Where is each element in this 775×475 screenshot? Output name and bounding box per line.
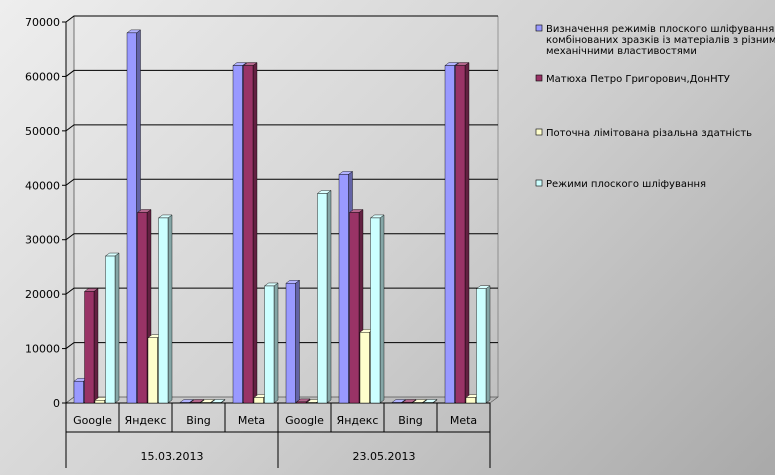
gridline xyxy=(65,178,498,186)
x-tick-label: Meta xyxy=(450,414,477,427)
bar xyxy=(401,399,417,404)
legend-label: Визначення режимів плоского шліфування xyxy=(546,23,774,35)
x-tick-label: Meta xyxy=(238,414,265,427)
bar-front xyxy=(264,285,275,404)
bar-side xyxy=(295,279,300,404)
bar-front xyxy=(147,337,158,404)
legend-swatch xyxy=(535,179,543,187)
bar-front xyxy=(338,174,349,404)
bar-front xyxy=(190,402,201,404)
y-tick-label: 20000 xyxy=(25,288,60,301)
bar xyxy=(295,398,311,404)
bar xyxy=(157,214,173,404)
bar-front xyxy=(455,65,466,404)
bar-front xyxy=(465,397,476,404)
bar-side xyxy=(464,62,470,404)
group-label: 15.03.2013 xyxy=(141,450,204,463)
group-label: 23.05.2013 xyxy=(353,450,416,463)
bar-front xyxy=(306,402,317,404)
x-tick-label: Яндекс xyxy=(337,414,379,427)
bar-front xyxy=(370,217,381,404)
bar xyxy=(454,62,470,404)
bar xyxy=(104,252,120,404)
bar-side xyxy=(379,214,385,404)
bar xyxy=(200,399,216,404)
bar-front xyxy=(296,401,307,404)
y-tick-label: 30000 xyxy=(25,234,60,247)
bar xyxy=(179,399,195,404)
bar xyxy=(242,62,258,404)
legend-swatch xyxy=(535,74,543,82)
bar-front xyxy=(359,332,370,404)
bar-front xyxy=(200,402,211,404)
x-tick-label: Bing xyxy=(186,414,211,427)
bar xyxy=(83,288,99,404)
bar-front xyxy=(349,212,360,404)
bar-front xyxy=(73,381,84,404)
gridline xyxy=(65,69,498,77)
bar-front xyxy=(253,397,264,404)
bar-front xyxy=(444,65,455,404)
bar xyxy=(422,399,438,404)
bar xyxy=(369,214,385,404)
legend-label: Матюха Петро Григорович,ДонНТУ xyxy=(546,74,730,85)
bar-front xyxy=(211,402,222,404)
legend-swatch xyxy=(535,128,543,136)
legend-label: Поточна лімітована різальна здатність xyxy=(546,127,752,139)
bar-front xyxy=(105,255,116,404)
bar-front xyxy=(126,32,137,404)
x-tick-label: Google xyxy=(285,414,324,427)
bar-front xyxy=(476,288,487,404)
gridline xyxy=(65,124,498,132)
bar-side xyxy=(114,252,120,404)
bar-side xyxy=(485,285,491,404)
bar-front xyxy=(179,402,190,404)
bar-front xyxy=(243,65,254,404)
bar-side xyxy=(273,282,279,404)
bar-front xyxy=(158,217,169,404)
bar-front xyxy=(391,402,402,404)
bar-front xyxy=(402,402,413,404)
bar-front xyxy=(285,283,296,404)
bar-front xyxy=(317,193,328,404)
bar-front xyxy=(137,212,148,404)
bar-front xyxy=(423,402,434,404)
bar-front xyxy=(412,402,423,404)
bar-side xyxy=(167,214,173,404)
y-tick-label: 10000 xyxy=(25,343,60,356)
x-tick-label: Яндекс xyxy=(125,414,167,427)
gridline xyxy=(65,15,498,23)
y-tick-label: 60000 xyxy=(25,70,60,83)
bar-side xyxy=(326,190,332,404)
bar-front xyxy=(94,400,105,404)
bar xyxy=(210,399,226,404)
legend-label: механічними властивостями xyxy=(546,45,697,57)
bar xyxy=(316,190,332,404)
y-tick-label: 70000 xyxy=(25,16,60,29)
legend-label: Режими плоского шліфування xyxy=(546,178,706,190)
bar xyxy=(391,399,407,404)
legend-label: комбінованих зразків із матеріалів з різ… xyxy=(546,34,775,46)
legend-swatch xyxy=(535,24,543,32)
bar-front xyxy=(84,291,95,404)
y-tick-label: 40000 xyxy=(25,179,60,192)
bar xyxy=(475,285,491,404)
x-tick-label: Google xyxy=(73,414,112,427)
bar xyxy=(263,282,279,404)
x-tick-label: Bing xyxy=(398,414,423,427)
bar-front xyxy=(232,65,243,404)
bar-side xyxy=(252,62,258,404)
bar xyxy=(285,279,301,404)
y-tick-label: 0 xyxy=(53,397,60,410)
bar-side xyxy=(93,288,99,404)
y-tick-label: 50000 xyxy=(25,125,60,138)
